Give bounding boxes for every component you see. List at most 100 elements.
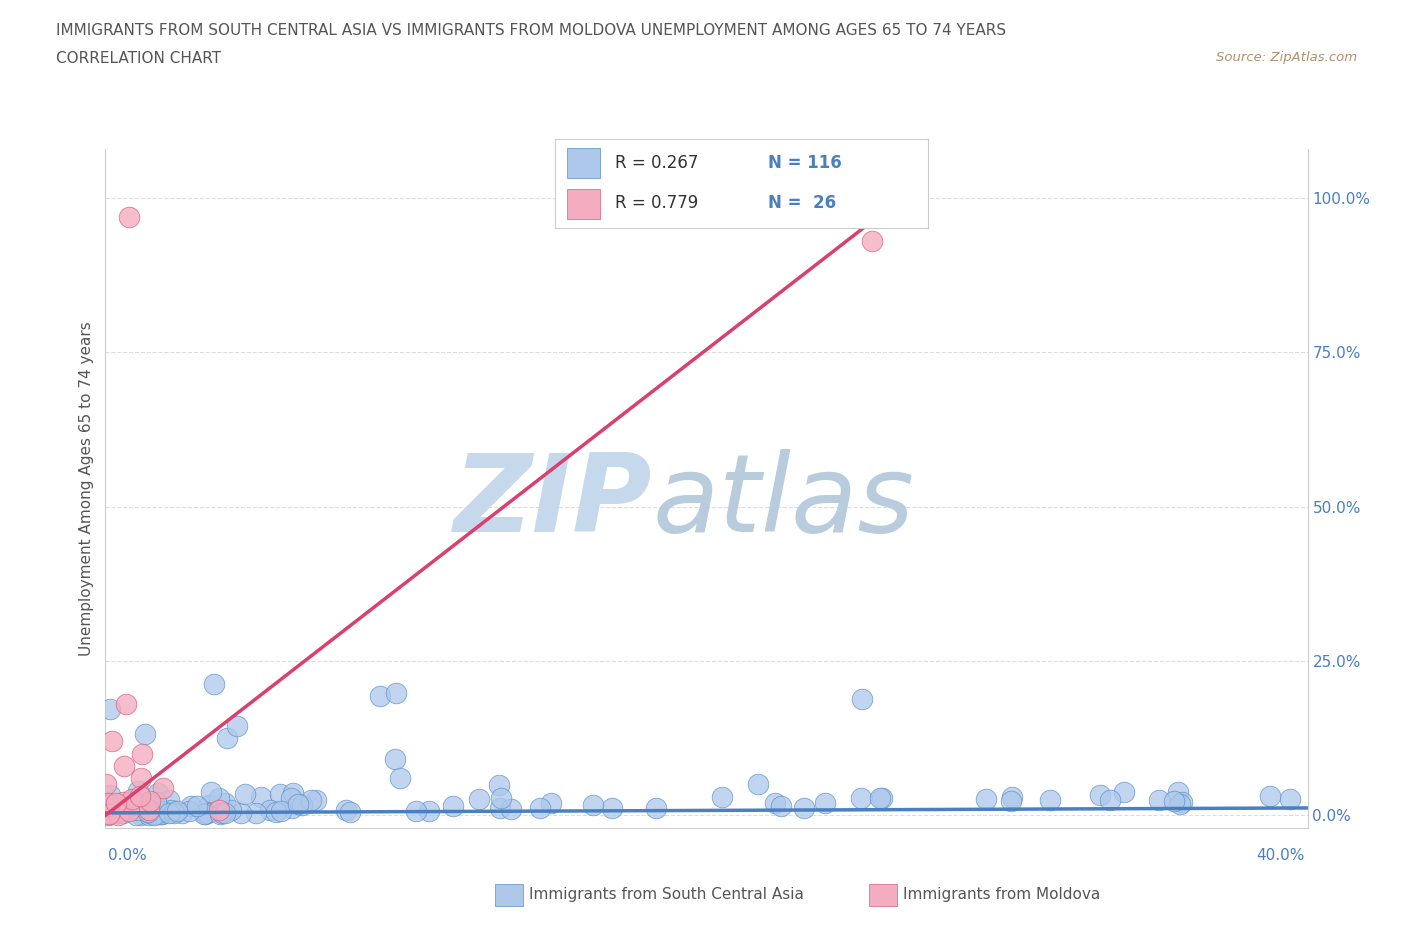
Point (194, 806, 217, 821)
Text: 40.0%: 40.0% (1257, 848, 1305, 863)
Text: IMMIGRANTS FROM SOUTH CENTRAL ASIA VS IMMIGRANTS FROM MOLDOVA UNEMPLOYMENT AMONG: IMMIGRANTS FROM SOUTH CENTRAL ASIA VS IM… (56, 23, 1007, 38)
Point (104, 796, 127, 811)
Point (111, 805, 134, 820)
Point (1039, 792, 1062, 807)
Point (121, 791, 143, 806)
Point (150, 804, 173, 818)
Point (96, 797, 118, 812)
Point (97, 803, 120, 817)
Point (418, 804, 440, 818)
Text: N = 116: N = 116 (768, 154, 842, 172)
Point (97, 799, 120, 814)
Point (1163, 794, 1185, 809)
Point (582, 798, 605, 813)
Point (97, 806, 120, 821)
Point (150, 806, 173, 821)
Point (195, 805, 218, 820)
Point (385, 685, 408, 700)
Point (860, 234, 883, 249)
Point (529, 801, 551, 816)
Point (872, 790, 894, 805)
Point (644, 800, 666, 815)
Point (105, 805, 128, 820)
Point (814, 796, 837, 811)
Point (129, 807, 152, 822)
Point (229, 805, 252, 820)
Point (1278, 791, 1301, 806)
Point (540, 796, 562, 811)
Point (163, 806, 186, 821)
Point (245, 805, 267, 820)
Point (100, 734, 122, 749)
Point (441, 799, 464, 814)
Point (208, 803, 231, 817)
Point (488, 800, 510, 815)
Point (747, 777, 769, 791)
Point (125, 798, 148, 813)
Point (157, 792, 180, 807)
Point (136, 804, 159, 819)
Point (467, 791, 489, 806)
Point (269, 787, 291, 802)
Point (280, 801, 302, 816)
Point (851, 691, 873, 706)
Point (150, 807, 173, 822)
Point (127, 802, 149, 817)
Point (214, 795, 236, 810)
Point (143, 807, 166, 822)
Point (389, 771, 412, 786)
Point (148, 802, 170, 817)
Point (200, 784, 222, 799)
Point (600, 801, 623, 816)
Point (1167, 785, 1189, 800)
Text: ZIP: ZIP (454, 449, 652, 555)
Point (120, 795, 142, 810)
Point (1147, 792, 1170, 807)
Text: 0.0%: 0.0% (108, 848, 148, 863)
Point (211, 805, 233, 820)
Point (280, 790, 302, 805)
Point (259, 803, 281, 817)
Point (138, 803, 160, 817)
Point (1000, 794, 1022, 809)
Text: N =  26: N = 26 (768, 194, 837, 212)
Point (159, 804, 181, 818)
Point (1088, 788, 1111, 803)
Point (793, 801, 815, 816)
Point (115, 697, 138, 711)
Point (157, 805, 180, 820)
Point (974, 791, 997, 806)
Point (148, 807, 170, 822)
Point (202, 676, 225, 691)
Point (711, 790, 734, 804)
Point (270, 804, 292, 818)
Point (384, 752, 406, 767)
Point (142, 806, 165, 821)
Point (117, 804, 139, 818)
Point (166, 804, 188, 818)
Point (138, 807, 160, 822)
Point (769, 799, 792, 814)
Point (107, 808, 129, 823)
Point (488, 778, 510, 793)
Point (94, 804, 117, 819)
Point (110, 803, 132, 817)
Point (118, 209, 141, 224)
Point (1112, 784, 1135, 799)
Text: Source: ZipAtlas.com: Source: ZipAtlas.com (1216, 51, 1357, 64)
Point (152, 780, 174, 795)
Point (339, 804, 361, 819)
Point (105, 799, 128, 814)
Point (139, 793, 162, 808)
Point (97, 807, 120, 822)
Point (179, 804, 201, 818)
Point (368, 689, 391, 704)
Point (94, 777, 117, 792)
Point (124, 807, 146, 822)
Point (146, 786, 169, 801)
Point (405, 804, 427, 818)
FancyBboxPatch shape (567, 189, 600, 219)
Point (851, 790, 873, 805)
Point (134, 726, 156, 741)
Point (186, 799, 208, 814)
